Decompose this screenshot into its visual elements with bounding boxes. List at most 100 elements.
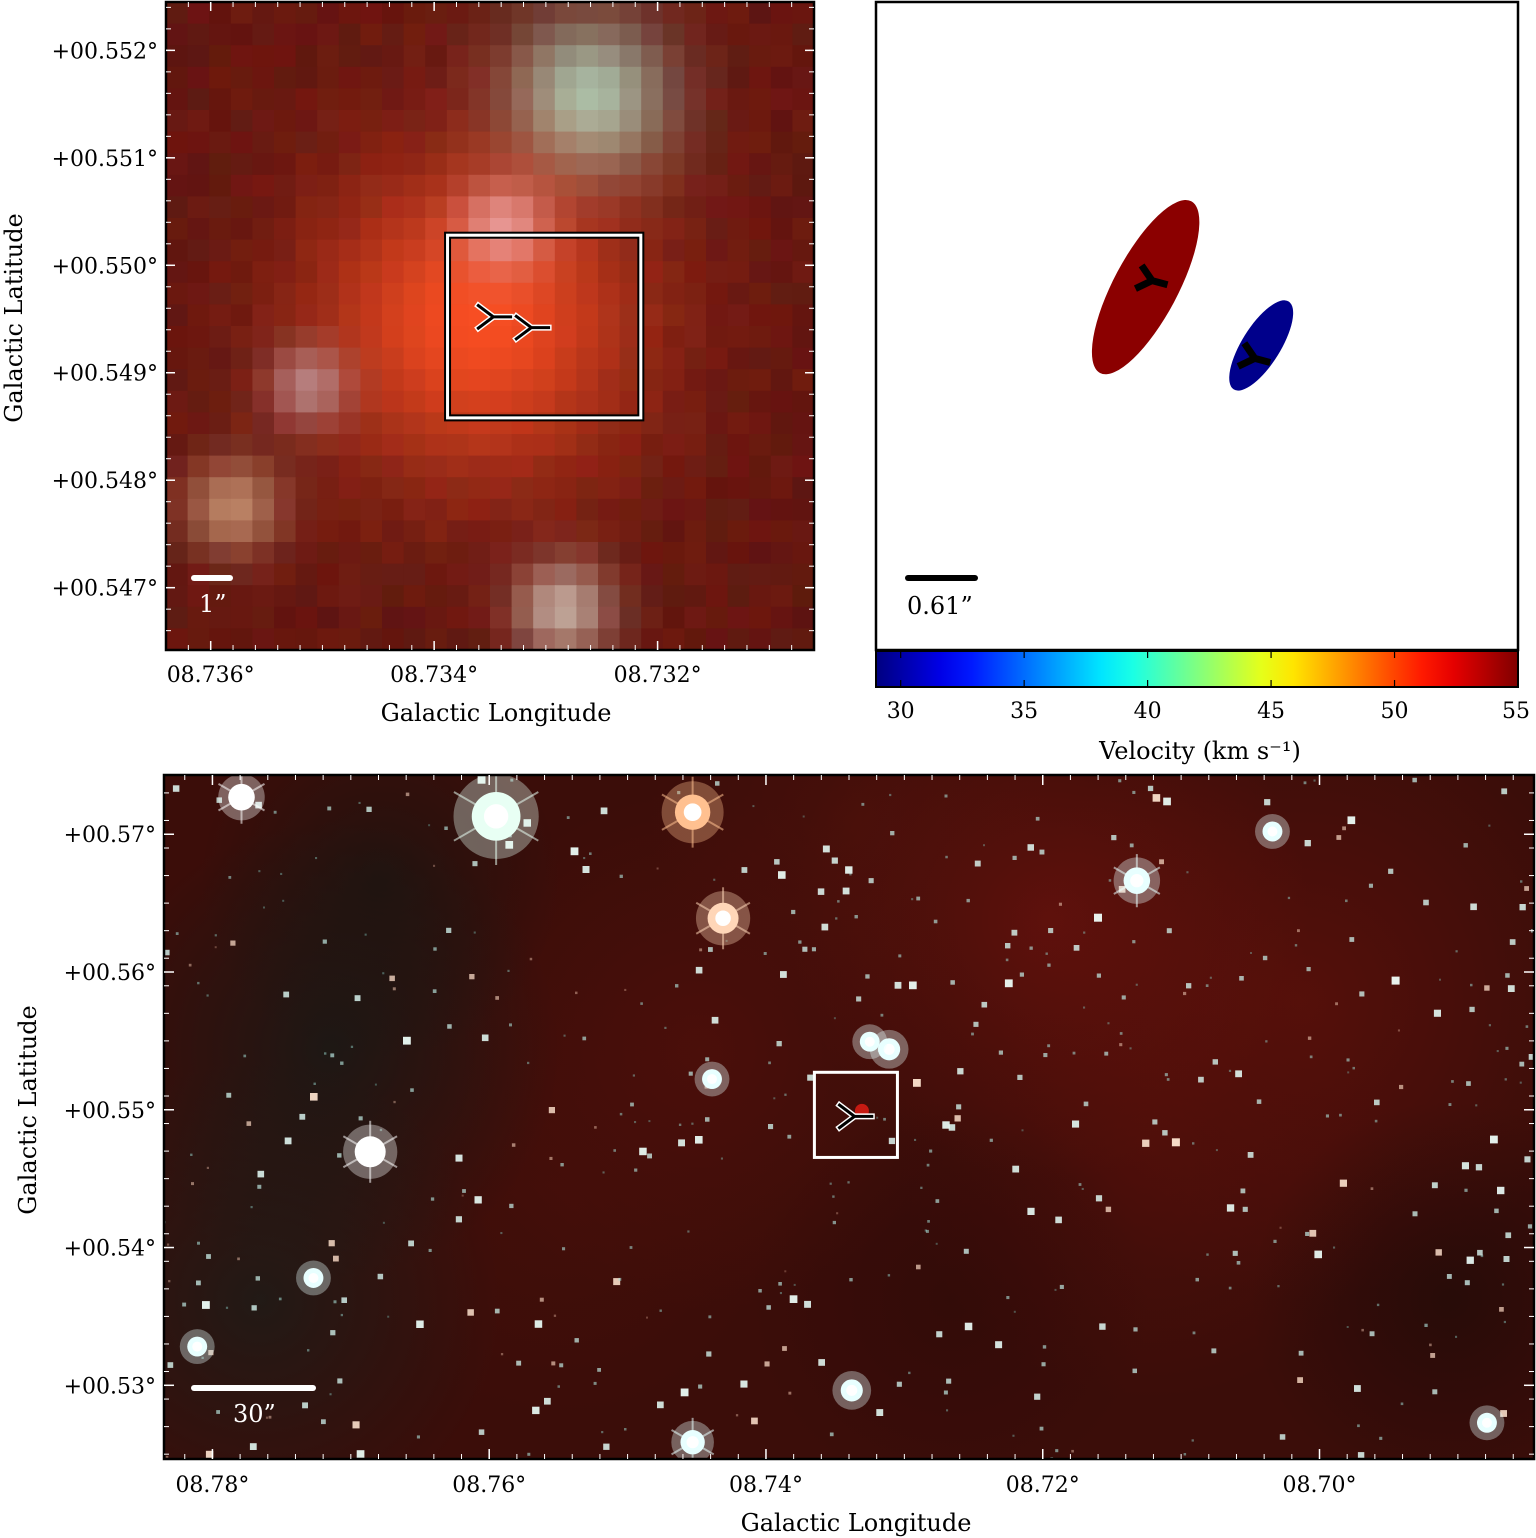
zoom-pixel (490, 563, 513, 586)
field-star (1528, 1054, 1534, 1060)
zoom-pixel (533, 477, 556, 500)
field-star (1039, 849, 1045, 855)
zoom-pixel (403, 218, 426, 241)
field-star (333, 1300, 337, 1304)
field-star (225, 1306, 229, 1309)
zoom-pixel (641, 390, 664, 413)
field-star (1021, 1129, 1024, 1132)
field-star (265, 1416, 269, 1419)
zoom-pixel (727, 45, 750, 68)
zoom-y-tick-label: +00.549° (52, 362, 158, 387)
wide-x-tick-label: 08.72° (1006, 1473, 1080, 1498)
zoom-pixel (360, 477, 383, 500)
zoom-pixel (619, 23, 642, 46)
zoom-pixel (511, 585, 534, 608)
zoom-pixel (166, 542, 189, 565)
zoom-pixel (792, 455, 814, 478)
field-star (640, 1002, 643, 1005)
bright-star-2 (661, 776, 724, 848)
zoom-pixel (468, 542, 491, 565)
zoom-pixel (252, 2, 275, 25)
zoom-pixel (770, 131, 793, 154)
zoom-pixel (598, 628, 621, 650)
zoom-pixel (187, 390, 210, 413)
field-star (509, 1023, 512, 1027)
field-star (634, 1121, 637, 1124)
zoom-pixel (533, 2, 556, 25)
zoom-pixel (598, 88, 621, 111)
zoom-pixel (274, 412, 297, 435)
field-star (341, 1297, 347, 1303)
field-star (583, 857, 586, 860)
zoom-pixel (554, 606, 577, 629)
zoom-pixel (727, 174, 750, 197)
zoom-pixel (317, 45, 340, 68)
zoom-pixel (338, 347, 361, 370)
zoom-pixel (706, 23, 729, 46)
zoom-pixel (252, 434, 275, 457)
zoom-x-tick-label: 08.732° (614, 663, 702, 688)
field-star (1361, 1328, 1364, 1332)
field-star (433, 947, 437, 951)
field-star (1470, 903, 1477, 911)
zoom-pixel (641, 196, 664, 219)
zoom-pixel (252, 131, 275, 154)
zoom-pixel (425, 606, 448, 629)
zoom-pixel (533, 110, 556, 133)
field-star (1011, 929, 1018, 936)
zoom-pixel (403, 88, 426, 111)
zoom-pixel (274, 239, 297, 262)
zoom-pixel (468, 110, 491, 133)
field-star (911, 898, 914, 901)
zoom-pixel (706, 174, 729, 197)
field-star (639, 1147, 647, 1156)
zoom-pixel (295, 88, 318, 111)
zoom-pixel (490, 23, 513, 46)
zoom-pixel (274, 498, 297, 521)
zoom-pixel (360, 520, 383, 543)
zoom-pixel (727, 110, 750, 133)
zoom-pixel (792, 174, 814, 197)
zoom-pixel (230, 477, 253, 500)
zoom-pixel (230, 412, 253, 435)
zoom-pixel (403, 23, 426, 46)
field-star (1455, 1335, 1458, 1338)
field-star (1391, 976, 1400, 985)
zoom-pixel (662, 542, 685, 565)
velocity-plot-area (874, 0, 1520, 652)
field-star (1519, 1081, 1522, 1084)
zoom-pixel (382, 131, 405, 154)
zoom-pixel (706, 477, 729, 500)
zoom-pixel (274, 520, 297, 543)
zoom-pixel (230, 606, 253, 629)
zoom-pixel (338, 455, 361, 478)
zoom-pixel (576, 520, 599, 543)
zoom-pixel (792, 326, 814, 349)
field-star (1192, 1142, 1195, 1145)
zoom-pixel (403, 498, 426, 521)
zoom-pixel (554, 542, 577, 565)
zoom-pixel (641, 477, 664, 500)
field-star (246, 1121, 252, 1126)
zoom-pixel (230, 196, 253, 219)
zoom-pixel (209, 2, 232, 25)
zoom-pixel (446, 239, 469, 262)
wide-ticks: 08.78° 08.76° 08.74° 08.72° 08.70° +00.57° +00… (64, 775, 1534, 1498)
zoom-pixel (468, 282, 491, 305)
zoom-pixel (792, 239, 814, 262)
zoom-pixel (317, 218, 340, 241)
field-star (549, 1156, 553, 1160)
zoom-pixel (619, 282, 642, 305)
zoom-pixel (295, 498, 318, 521)
field-star (1431, 1182, 1438, 1189)
field-star (1339, 1179, 1347, 1187)
field-star (1430, 1353, 1436, 1358)
zoom-pixel (684, 110, 707, 133)
field-star (548, 1107, 555, 1114)
zoom-pixel (770, 2, 793, 25)
zoom-pixel (317, 542, 340, 565)
field-star (324, 1052, 327, 1055)
zoom-pixel (554, 174, 577, 197)
zoom-pixel (317, 2, 340, 25)
field-star (197, 981, 200, 985)
